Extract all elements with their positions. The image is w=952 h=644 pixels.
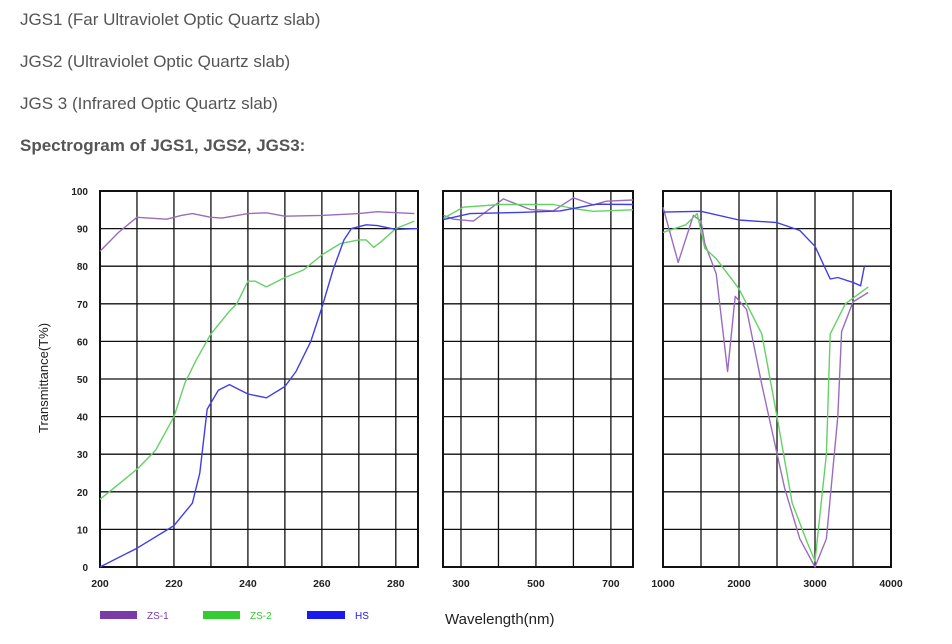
y-axis-label: Transmittance(T%) — [36, 323, 51, 433]
y-tick-label: 70 — [77, 300, 89, 311]
series-line-zs2-panel-1 — [99, 220, 415, 500]
series-line-zs1-panel-2 — [443, 197, 634, 222]
x-tick-label: 3000 — [803, 578, 827, 590]
series-line-zs1-panel-1 — [99, 210, 415, 252]
y-tick-label: 40 — [77, 413, 89, 424]
series-line-hs-panel-2 — [443, 203, 634, 221]
panel-frame-3 — [662, 190, 892, 568]
series-line-hs-panel-3 — [662, 210, 866, 287]
x-tick-label: 240 — [239, 578, 257, 590]
panel-frame-2 — [442, 190, 634, 568]
x-tick-label: 300 — [452, 578, 470, 590]
x-axis-label: Wavelength(nm) — [445, 611, 554, 628]
x-tick-label: 260 — [313, 578, 331, 590]
text-line-jgs3: JGS 3 (Infrared Optic Quartz slab) — [20, 94, 278, 113]
legend-label-hs: HS — [355, 611, 369, 622]
series-line-hs-panel-1 — [99, 224, 419, 568]
x-tick-label: 280 — [387, 578, 405, 590]
series-line-zs1-panel-3 — [662, 207, 869, 568]
x-tick-label: 500 — [527, 578, 545, 590]
legend-swatch-zs2 — [203, 611, 240, 619]
legend-label-zs1: ZS-1 — [147, 611, 169, 622]
y-tick-label: 60 — [77, 337, 89, 348]
y-tick-label: 20 — [77, 488, 89, 499]
y-tick-label: 10 — [77, 525, 89, 536]
legend-swatch-hs — [307, 611, 345, 619]
x-tick-label: 220 — [165, 578, 183, 590]
legend-swatch-zs1 — [100, 611, 137, 619]
y-tick-label: 80 — [77, 262, 89, 273]
x-tick-label: 700 — [602, 578, 620, 590]
legend-label-zs2: ZS-2 — [250, 611, 272, 622]
text-line-jgs2: JGS2 (Ultraviolet Optic Quartz slab) — [20, 52, 291, 71]
x-tick-label: 200 — [91, 578, 109, 590]
legend: ZS-1 ZS-2 HS — [100, 611, 369, 622]
spectrogram-heading: Spectrogram of JGS1, JGS2, JGS3: — [20, 136, 306, 155]
y-tick-label: 50 — [77, 375, 89, 386]
series-line-zs2-panel-2 — [443, 203, 634, 220]
x-tick-label: 4000 — [879, 578, 903, 590]
y-tick-label: 0 — [82, 563, 88, 574]
x-tick-label: 1000 — [651, 578, 675, 590]
text-line-jgs1: JGS1 (Far Ultraviolet Optic Quartz slab) — [20, 10, 321, 29]
y-tick-label: 90 — [77, 225, 89, 236]
panel-frame-1 — [99, 190, 419, 568]
series-line-zs2-panel-3 — [662, 212, 869, 562]
x-tick-label: 2000 — [727, 578, 751, 590]
y-tick-label: 30 — [77, 450, 89, 461]
y-tick-label: 100 — [71, 187, 88, 198]
